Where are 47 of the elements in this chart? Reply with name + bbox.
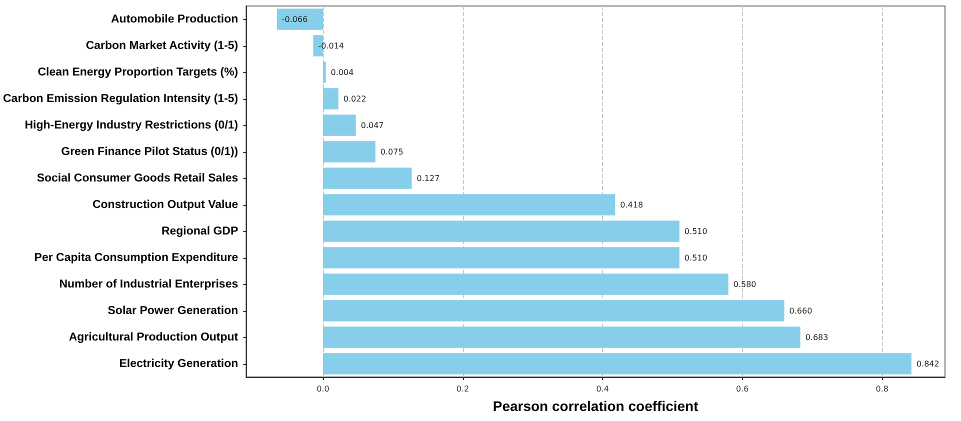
x-tick-label: 0.6 — [736, 384, 749, 394]
bar — [323, 274, 728, 295]
data-label: 0.842 — [916, 359, 940, 368]
data-label: -0.014 — [318, 41, 344, 50]
y-tick-label: Agricultural Production Output — [68, 331, 238, 344]
bar — [323, 326, 800, 348]
data-label: 0.075 — [380, 147, 404, 156]
y-tick-label: Solar Power Generation — [108, 304, 238, 317]
bar — [323, 88, 338, 110]
bar — [323, 168, 412, 189]
x-tick-label: 0.4 — [596, 384, 609, 394]
bar — [323, 114, 356, 136]
bar — [276, 8, 324, 30]
y-tick-label: Construction Output Value — [92, 198, 238, 211]
y-tick-label: Carbon Market Activity (1-5) — [86, 40, 238, 52]
data-label: -0.066 — [282, 14, 308, 24]
x-tick-label: 0.2 — [456, 384, 470, 394]
bar — [323, 300, 784, 322]
bar — [323, 62, 326, 83]
bar — [323, 353, 912, 374]
data-label: 0.510 — [684, 253, 708, 262]
y-tick-label: Green Finance Pilot Status (0/1)) — [61, 146, 238, 158]
data-label: 0.127 — [416, 174, 440, 183]
data-label: 0.660 — [789, 306, 812, 316]
y-tick-label: Per Capita Consumption Expenditure — [34, 252, 238, 264]
y-tick-label: Electricity Generation — [119, 358, 238, 370]
x-tick-label: 0.8 — [876, 384, 888, 394]
x-tick-label: 0.0 — [316, 384, 330, 394]
y-tick-label: High-Energy Industry Restrictions (0/1) — [24, 119, 238, 132]
x-axis-title: Pearson correlation coefficient — [492, 398, 699, 414]
data-label: 0.004 — [330, 68, 354, 77]
data-label: 0.580 — [733, 280, 756, 289]
data-label: 0.683 — [805, 332, 828, 342]
bar — [323, 141, 376, 162]
y-tick-label: Clean Energy Proportion Targets (%) — [38, 66, 238, 78]
bar — [323, 220, 680, 242]
data-label: 0.047 — [360, 120, 384, 130]
data-label: 0.022 — [343, 94, 366, 104]
data-label: 0.418 — [620, 200, 644, 210]
y-tick-label: Automobile Production — [110, 13, 238, 26]
y-tick-label: Number of Industrial Enterprises — [59, 278, 238, 290]
bar — [323, 247, 680, 268]
y-tick-label: Social Consumer Goods Retail Sales — [36, 172, 238, 184]
y-tick-label: Carbon Emission Regulation Intensity (1-5) — [2, 92, 238, 105]
bar — [323, 194, 616, 216]
y-tick-label: Regional GDP — [161, 225, 238, 238]
data-label: 0.510 — [684, 226, 708, 236]
